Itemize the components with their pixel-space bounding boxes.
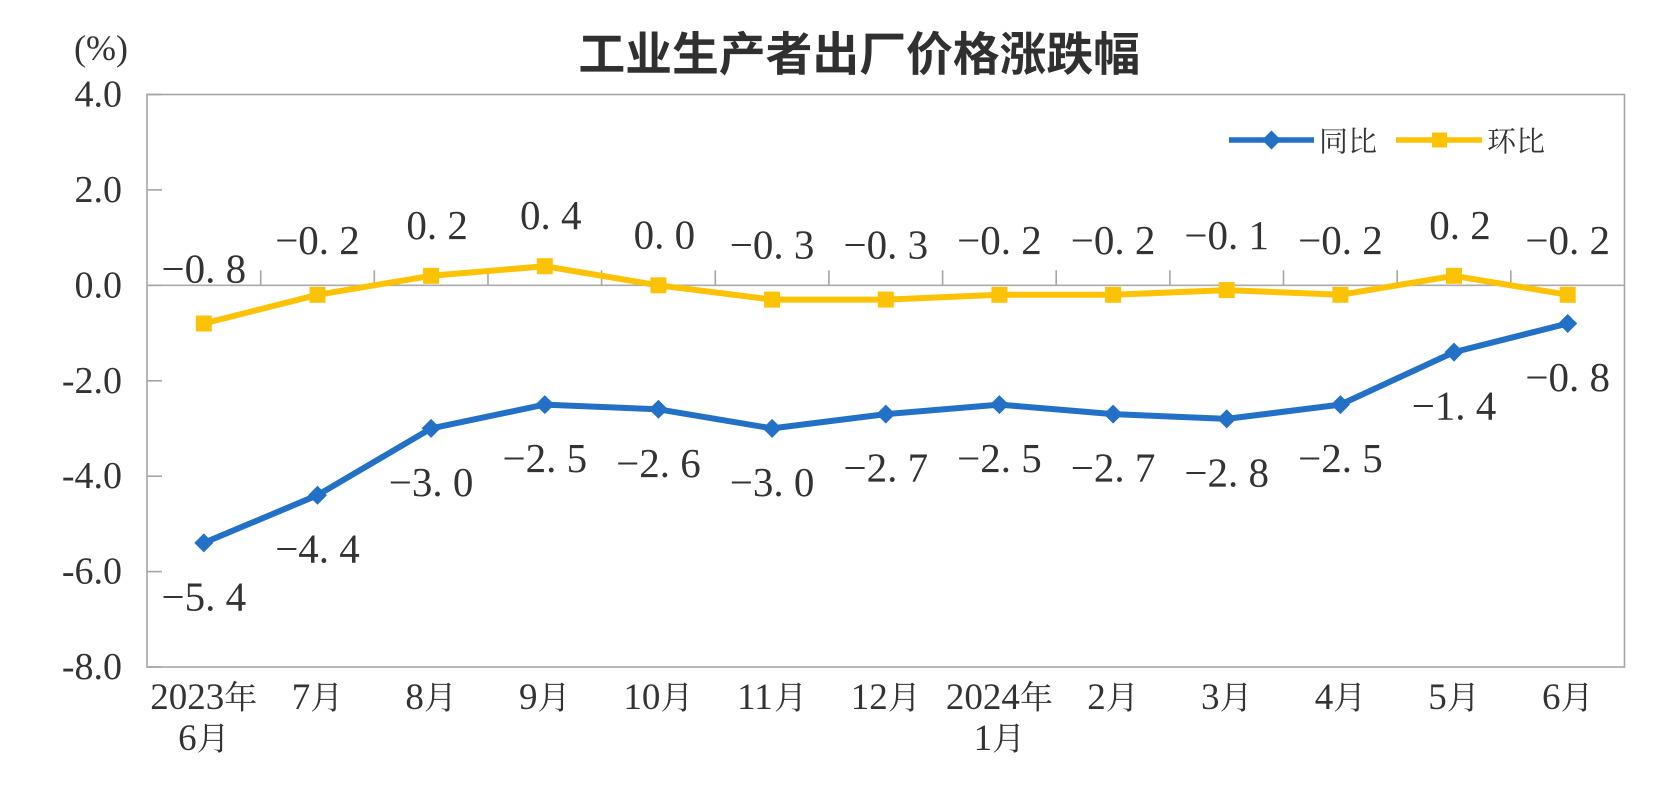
svg-text:−0. 2: −0. 2 (275, 217, 360, 263)
svg-text:-6.0: -6.0 (62, 551, 122, 593)
svg-text:−0. 3: −0. 3 (730, 222, 815, 268)
svg-text:1: 1 (974, 718, 993, 759)
svg-text:5: 5 (1428, 677, 1447, 718)
svg-text:0. 2: 0. 2 (406, 202, 468, 248)
svg-text:−0. 8: −0. 8 (161, 246, 246, 292)
svg-text:2: 2 (1087, 677, 1106, 718)
svg-text:−2. 5: −2. 5 (1298, 435, 1383, 481)
svg-text:−0. 2: −0. 2 (1298, 217, 1383, 263)
svg-text:−2. 8: −2. 8 (1184, 449, 1269, 495)
svg-text:−1. 4: −1. 4 (1412, 383, 1497, 429)
svg-text:2023: 2023 (150, 677, 224, 718)
svg-text:3: 3 (1201, 677, 1220, 718)
svg-text:-4.0: -4.0 (62, 455, 122, 497)
svg-text:4.0: 4.0 (75, 74, 123, 116)
svg-text:−0. 2: −0. 2 (1525, 217, 1610, 263)
svg-text:−3. 0: −3. 0 (730, 459, 815, 505)
svg-text:0.0: 0.0 (75, 264, 123, 306)
svg-text:10: 10 (623, 677, 660, 718)
svg-text:12: 12 (851, 677, 888, 718)
svg-text:−5. 4: −5. 4 (161, 573, 246, 619)
svg-text:−2. 5: −2. 5 (502, 435, 587, 481)
svg-text:−0. 1: −0. 1 (1184, 212, 1269, 258)
svg-text:9: 9 (519, 677, 538, 718)
svg-text:−3. 0: −3. 0 (389, 459, 474, 505)
svg-text:−0. 3: −0. 3 (843, 222, 928, 268)
svg-text:−2. 5: −2. 5 (957, 435, 1042, 481)
svg-text:−0. 2: −0. 2 (957, 217, 1042, 263)
svg-text:−0. 8: −0. 8 (1525, 354, 1610, 400)
svg-text:2.0: 2.0 (75, 169, 123, 211)
svg-text:7: 7 (292, 677, 311, 718)
svg-text:−2. 6: −2. 6 (616, 440, 701, 486)
svg-text:-2.0: -2.0 (62, 360, 122, 402)
svg-text:−4. 4: −4. 4 (275, 526, 360, 572)
svg-text:4: 4 (1315, 677, 1334, 718)
svg-text:−0. 2: −0. 2 (1071, 217, 1156, 263)
svg-text:(%): (%) (74, 28, 128, 68)
svg-text:−2. 7: −2. 7 (843, 445, 928, 491)
svg-text:−2. 7: −2. 7 (1071, 445, 1156, 491)
svg-text:6: 6 (178, 718, 197, 759)
svg-text:-8.0: -8.0 (62, 646, 122, 688)
svg-text:0. 2: 0. 2 (1429, 202, 1491, 248)
svg-text:6: 6 (1542, 677, 1561, 718)
svg-text:8: 8 (405, 677, 424, 718)
svg-text:0. 4: 0. 4 (520, 192, 582, 238)
svg-text:11: 11 (737, 677, 773, 718)
svg-text:0. 0: 0. 0 (634, 211, 696, 257)
svg-text:2024: 2024 (946, 677, 1020, 718)
